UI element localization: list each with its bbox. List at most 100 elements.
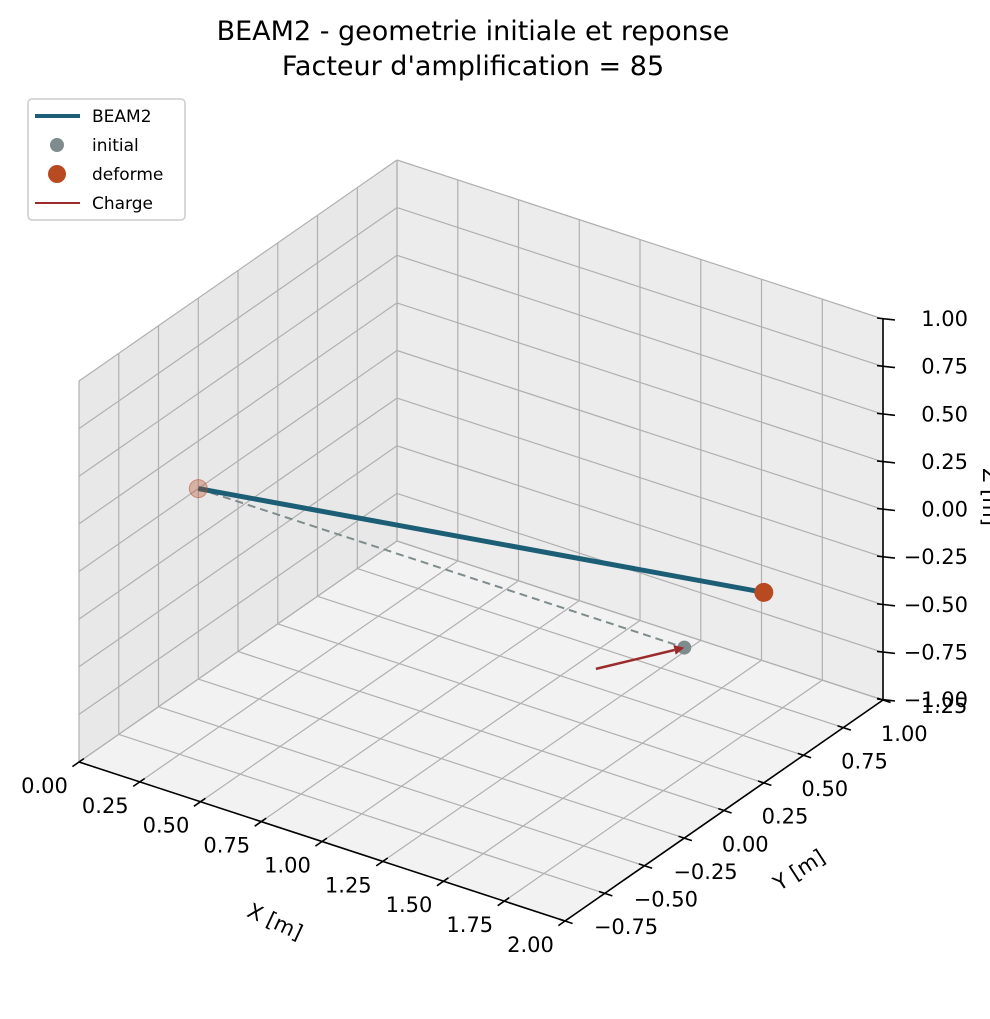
legend-marker-initial (50, 138, 64, 152)
grid-line-z-back (396, 397, 884, 558)
y-tick-mark (598, 890, 613, 897)
grid-lines (78, 159, 884, 922)
z-tick-label: −0.50 (904, 593, 968, 617)
grid-line-z-back (396, 445, 884, 606)
z-tick-mark (876, 460, 896, 464)
axis-lines (71, 317, 896, 927)
x-tick-mark (375, 857, 389, 867)
y-tick-label: −0.50 (634, 888, 698, 912)
z-tick-mark (876, 698, 896, 702)
y-tick-mark (678, 835, 693, 842)
z-tick-label: 0.75 (921, 355, 968, 379)
grid-line-y-floor (118, 733, 605, 894)
x-tick-label: 0.75 (203, 834, 250, 858)
grid-line-z-back (396, 540, 884, 701)
grid-line-z-side (78, 445, 398, 668)
y-tick-mark (757, 780, 772, 787)
z-tick-label: 0.50 (921, 402, 968, 426)
legend-label-initial: initial (92, 136, 139, 156)
grid-line-y-floor (317, 595, 804, 756)
x-tick-label: 1.75 (446, 913, 493, 937)
chart-title: BEAM2 - geometrie initiale et reponse (217, 16, 730, 47)
y-tick-label: 0.25 (762, 805, 809, 829)
x-tick-label: 0.00 (21, 774, 68, 798)
grid-line-y-floor (158, 706, 645, 867)
grid-line-z-side (78, 159, 398, 382)
z-tick-label: −0.25 (904, 545, 968, 569)
y-tick-mark (797, 752, 812, 759)
grid-line-z-side (78, 302, 398, 525)
y-tick-label: −0.75 (594, 915, 658, 939)
grid-line-z-side (78, 540, 398, 763)
data-layer (188, 479, 774, 671)
y-tick-mark (638, 863, 653, 869)
chart-subtitle: Facteur d'amplification = 85 (282, 51, 664, 82)
z-tick-mark (876, 364, 896, 369)
grid-line-y-floor (198, 678, 685, 839)
z-tick-mark (876, 555, 896, 559)
y-tick-label: 1.25 (921, 694, 968, 718)
deformed-node (754, 582, 774, 602)
grid-line-z-side (78, 350, 398, 572)
x-tick-mark (193, 797, 206, 807)
legend: BEAM2 initial deforme Charge (27, 98, 186, 221)
grid-line-z-side (78, 492, 398, 715)
z-tick-mark (876, 507, 896, 512)
legend-box (27, 98, 186, 221)
x-tick-label: 2.00 (507, 933, 554, 957)
grid-line-z-side (78, 207, 398, 430)
grid-line-z-back (396, 302, 884, 463)
charge-arrow-shaft (595, 648, 675, 671)
z-tick-mark (876, 412, 896, 417)
x-tick-mark (557, 916, 571, 927)
y-tick-mark (837, 725, 852, 731)
grid-line-z-side (78, 397, 398, 620)
z-tick-label: −0.75 (904, 640, 968, 664)
z-tick-label: 0.25 (921, 450, 968, 474)
initial-geometry-line (197, 487, 685, 649)
z-axis-label: Z [m] (978, 468, 990, 526)
x-tick-label: 0.50 (143, 814, 190, 838)
z-tick-mark (876, 317, 896, 321)
grid-line-z-back (396, 254, 884, 415)
x-tick-mark (497, 897, 510, 907)
z-tick-mark (876, 603, 896, 607)
tick-labels: 0.00 0.25 0.50 0.75 1.00 1.25 1.50 1.75 2.00 −0.7… (21, 307, 968, 957)
grid-line-y-floor (277, 623, 764, 784)
x-tick-mark (314, 837, 328, 847)
legend-marker-deforme (48, 165, 66, 183)
y-tick-label: 0.00 (722, 832, 769, 856)
z-tick-label: −1.00 (904, 688, 968, 712)
x-tick-mark (132, 777, 146, 788)
y-tick-mark (718, 807, 732, 814)
z-tick-label: 0.00 (921, 498, 968, 522)
grid-line-z-back (396, 349, 884, 511)
y-tick-mark (559, 918, 573, 925)
legend-label-charge: Charge (92, 194, 153, 214)
x-tick-label: 1.00 (264, 854, 311, 878)
charge-arrow-head (673, 645, 685, 655)
x-tick-label: 1.50 (386, 893, 433, 917)
start-node (188, 479, 208, 499)
grid-line-z-back (396, 492, 884, 653)
y-tick-label: 1.00 (881, 722, 928, 746)
legend-label-deforme: deforme (92, 165, 163, 185)
z-tick-mark (876, 650, 896, 655)
y-tick-label: 0.75 (841, 750, 888, 774)
beam2-line (197, 486, 765, 595)
grid-line-z-back (396, 207, 884, 368)
x-tick-label: 0.25 (82, 794, 129, 818)
x-tick-mark (436, 877, 449, 887)
grid-line-y-floor (357, 568, 844, 729)
y-tick-label: 0.50 (801, 777, 848, 801)
y-tick-label: −0.25 (673, 860, 737, 884)
z-tick-label: 1.00 (921, 307, 968, 331)
x-tick-mark (254, 817, 267, 827)
x-tick-label: 1.25 (325, 873, 372, 897)
legend-label-beam2: BEAM2 (92, 107, 152, 127)
grid-line-z-back (396, 159, 884, 320)
x-tick-mark (71, 757, 85, 768)
grid-line-y-floor (237, 650, 725, 812)
grid-line-z-side (78, 254, 398, 477)
